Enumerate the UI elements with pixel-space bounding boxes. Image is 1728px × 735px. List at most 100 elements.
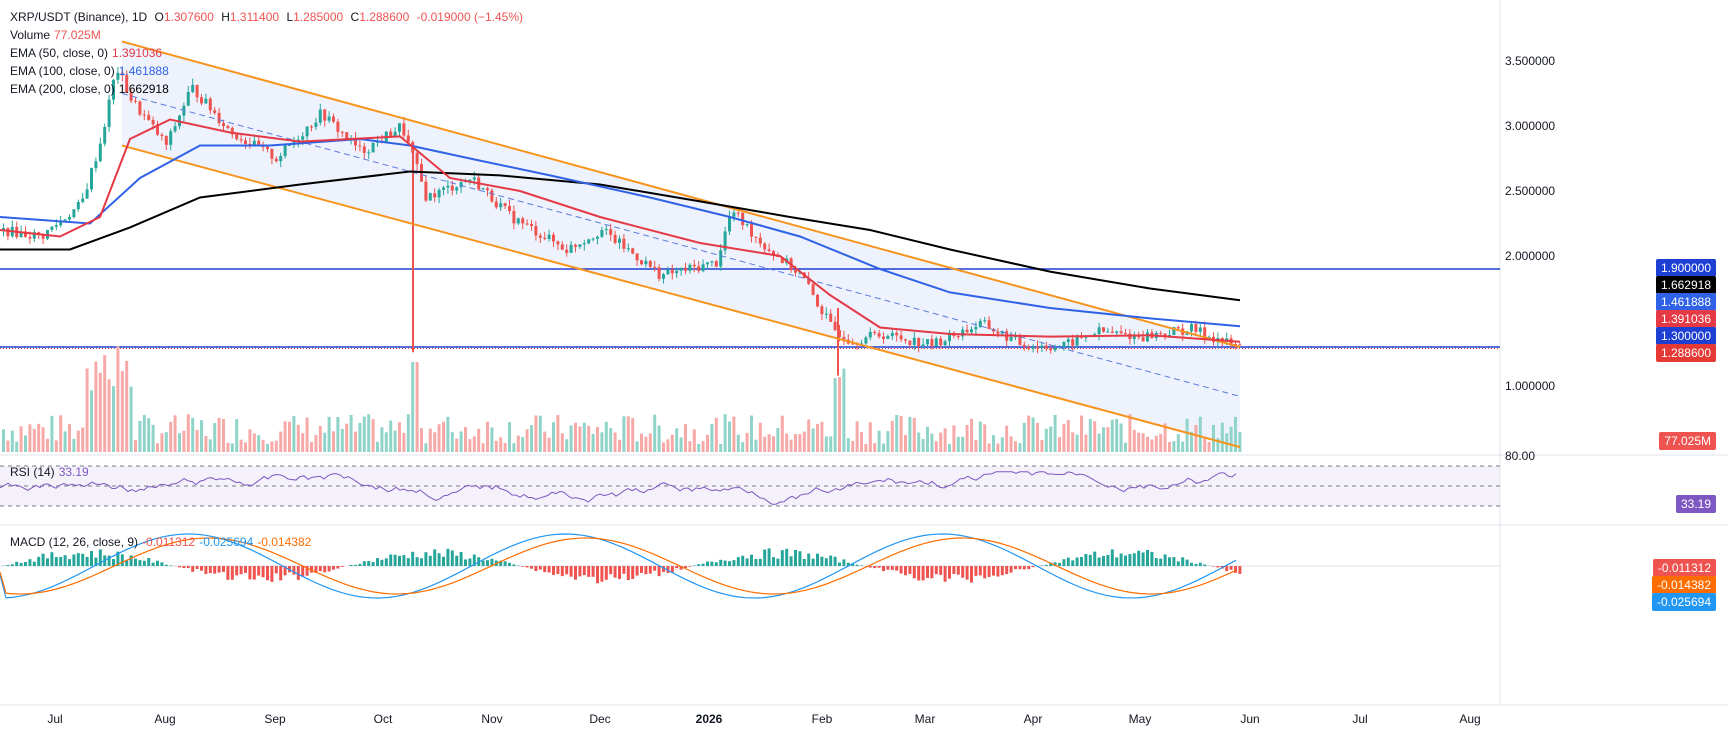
candle-body <box>882 336 885 339</box>
macd-legend[interactable]: MACD (12, 26, close, 9) -0.011312 -0.02569… <box>10 535 312 549</box>
candle-body <box>354 138 357 146</box>
macd-histogram-bar <box>939 566 943 575</box>
macd-histogram-bar <box>384 558 388 566</box>
volume-bar <box>908 416 912 452</box>
volume-bar <box>838 377 841 452</box>
rsi-legend[interactable]: RSI (14) 33.19 <box>10 465 89 479</box>
last-close-label: 1.288600 <box>1655 344 1716 362</box>
volume-bar <box>767 434 771 452</box>
candle-body <box>314 122 318 127</box>
macd-histogram-bar <box>424 552 428 566</box>
macd-histogram-bar <box>728 561 731 566</box>
volume-bar <box>239 439 243 452</box>
candle-body <box>54 225 58 227</box>
volume-bar <box>1066 420 1070 452</box>
volume-bar <box>1084 434 1088 452</box>
candle-body <box>450 185 454 191</box>
candle-body <box>516 218 520 224</box>
volume-bar <box>213 423 217 452</box>
candle-body <box>1049 348 1053 351</box>
macd-histogram-bar <box>1066 557 1070 566</box>
candle-body <box>222 123 225 127</box>
ema200-legend[interactable]: EMA (200, close, 0) 1.662918 <box>10 82 169 96</box>
volume-bar <box>490 427 494 452</box>
candle-body <box>279 156 283 162</box>
candle-body <box>697 266 701 272</box>
ema100-legend[interactable]: EMA (100, close, 0) 1.461888 <box>10 64 169 78</box>
candle-body <box>406 135 410 143</box>
candle-body <box>618 238 621 243</box>
macd-histogram-bar <box>1234 566 1237 573</box>
macd-histogram-bar <box>983 566 987 579</box>
volume-legend[interactable]: Volume 77.025M <box>10 28 101 42</box>
candle-body <box>921 344 925 347</box>
macd-histogram-bar <box>1102 556 1105 566</box>
candle-body <box>1053 347 1057 351</box>
volume-bar <box>63 431 67 452</box>
macd-histogram-bar <box>191 566 195 572</box>
volume-bar <box>1168 441 1171 452</box>
candle-body <box>1141 337 1145 342</box>
candle-body <box>486 188 489 191</box>
macd-histogram-bar <box>164 564 168 566</box>
volume-bar <box>305 417 309 452</box>
macd-histogram-bar <box>670 566 674 573</box>
macd-histogram-bar <box>323 566 327 573</box>
candle-body <box>706 262 709 265</box>
candle-body <box>530 223 533 226</box>
macd-histogram-bar <box>142 560 146 566</box>
volume-bar <box>424 443 428 452</box>
volume-label: 77.025M <box>1659 432 1716 450</box>
volume-bar <box>336 417 340 452</box>
volume-bar <box>406 414 410 452</box>
candle-body <box>904 339 907 341</box>
volume-bar <box>362 416 366 452</box>
macd-histogram-bar <box>578 566 582 577</box>
volume-bar <box>754 439 758 452</box>
candle-body <box>1044 345 1048 349</box>
volume-bar <box>706 434 709 452</box>
volume-bar <box>235 419 239 452</box>
candle-body <box>631 248 635 254</box>
candle-body <box>1102 327 1105 332</box>
macd-histogram-bar <box>723 560 727 566</box>
candle-body <box>877 333 881 337</box>
volume-bar <box>895 415 899 452</box>
macd-histogram-bar <box>19 563 23 566</box>
candle-body <box>402 123 406 136</box>
macd-histogram-bar <box>644 566 648 575</box>
macd-histogram-bar <box>538 566 542 570</box>
macd-histogram-bar <box>600 566 604 582</box>
candle-body <box>1203 327 1207 338</box>
macd-histogram-bar <box>1128 554 1132 566</box>
macd-histogram-bar <box>1005 566 1009 575</box>
volume-bar <box>772 436 775 452</box>
candle-body <box>1119 331 1123 334</box>
volume-bar <box>798 434 802 452</box>
volume-bar <box>939 432 943 452</box>
macd-histogram-bar <box>1031 566 1035 568</box>
volume-bar <box>1088 419 1092 452</box>
candle-body <box>138 101 142 115</box>
candle-body <box>626 248 630 250</box>
macd-histogram-bar <box>926 566 929 578</box>
macd-histogram-bar <box>772 557 775 566</box>
volume-bar <box>864 443 868 452</box>
candle-body <box>72 209 76 218</box>
volume-bar <box>459 431 463 452</box>
x-tick: Jul <box>47 712 63 726</box>
volume-bar <box>257 435 261 452</box>
volume-bar <box>28 424 32 452</box>
volume-bar <box>191 417 195 452</box>
volume-bar <box>970 418 973 452</box>
candle-body <box>992 328 995 332</box>
ema50-legend[interactable]: EMA (50, close, 0) 1.391036 <box>10 46 163 60</box>
macd-histogram-bar <box>314 566 318 573</box>
macd-histogram-bar <box>120 554 124 566</box>
volume-bar <box>613 432 617 452</box>
macd-histogram-bar <box>472 554 476 566</box>
macd-histogram-bar <box>28 559 32 566</box>
volume-bar <box>90 390 93 452</box>
macd-histogram-bar <box>1088 554 1092 566</box>
